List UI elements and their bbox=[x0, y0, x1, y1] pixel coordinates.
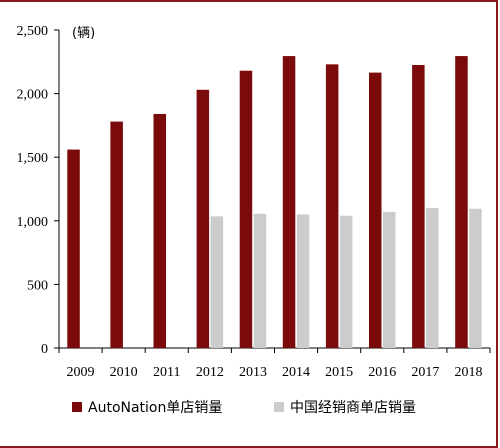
bar-autonation bbox=[239, 70, 253, 348]
x-tick-label: 2014 bbox=[282, 365, 310, 380]
bar-autonation bbox=[369, 72, 382, 348]
x-tick-label: 2013 bbox=[239, 365, 267, 380]
bar-china-dealer bbox=[253, 213, 267, 348]
bar-autonation bbox=[325, 64, 339, 349]
bar-china-dealer bbox=[210, 216, 224, 348]
legend-swatch bbox=[274, 402, 284, 412]
bar-autonation bbox=[282, 56, 296, 349]
bar-china-dealer bbox=[296, 214, 310, 348]
y-axis: 0 500 1,000 1,500 2,000 2,500 bbox=[17, 24, 60, 357]
bar-autonation bbox=[153, 113, 166, 349]
bar-autonation bbox=[196, 89, 210, 348]
x-tick-label: 2010 bbox=[110, 365, 138, 380]
legend: AutoNation单店销量 中国经销商单店销量 bbox=[72, 400, 416, 416]
legend-label: AutoNation单店销量 bbox=[88, 400, 222, 416]
x-tick-label: 2015 bbox=[325, 365, 353, 380]
x-tick-label: 2011 bbox=[153, 365, 180, 380]
bar-china-dealer bbox=[339, 215, 353, 348]
y-tick-label: 0 bbox=[41, 342, 48, 357]
x-tick-label: 2009 bbox=[67, 365, 95, 380]
y-tick-label: 500 bbox=[27, 278, 48, 293]
x-tick-label: 2017 bbox=[411, 365, 439, 380]
unit-label: (辆) bbox=[72, 26, 95, 41]
bar-autonation bbox=[67, 149, 80, 348]
x-tick-label: 2018 bbox=[454, 365, 482, 380]
bar-china-dealer bbox=[383, 211, 396, 348]
y-tick-label: 2,000 bbox=[17, 88, 49, 103]
bar-autonation bbox=[455, 56, 468, 349]
x-tick-label: 2012 bbox=[196, 365, 224, 380]
bar-china-dealer bbox=[426, 208, 439, 348]
bar-autonation bbox=[412, 64, 425, 348]
y-tick-label: 1,500 bbox=[17, 151, 49, 166]
bar-autonation bbox=[110, 121, 123, 348]
y-tick-label: 1,000 bbox=[17, 215, 49, 230]
x-tick-label: 2016 bbox=[368, 365, 396, 380]
y-tick-label: 2,500 bbox=[17, 24, 49, 39]
bars bbox=[67, 56, 482, 349]
bar-china-dealer bbox=[469, 208, 482, 348]
x-axis: 2009 2010 2011 2012 2013 2014 2015 2016 2017 2018 bbox=[58, 347, 491, 380]
legend-swatch bbox=[72, 402, 82, 412]
legend-label: 中国经销商单店销量 bbox=[290, 400, 416, 416]
